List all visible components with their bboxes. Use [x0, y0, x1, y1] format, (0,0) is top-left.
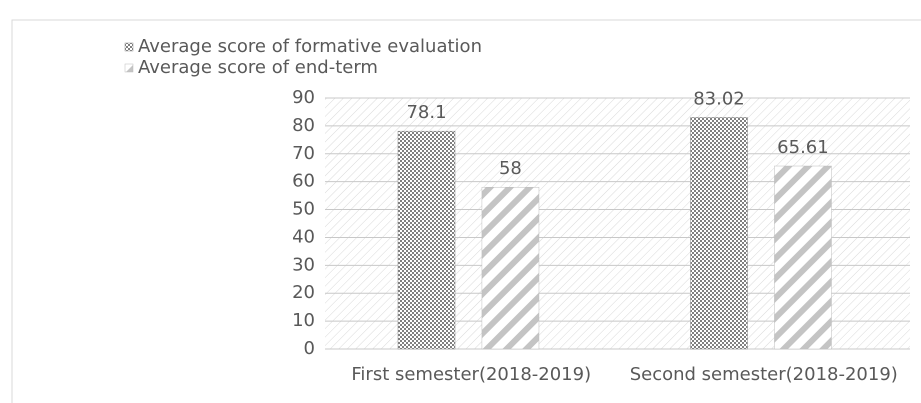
legend-label: Average score of end-term — [138, 57, 378, 78]
y-tick-label: 80 — [292, 115, 315, 136]
y-tick-label: 30 — [292, 254, 315, 275]
data-label: 83.02 — [693, 88, 745, 109]
data-label: 65.61 — [777, 137, 829, 158]
y-tick-label: 20 — [292, 282, 315, 303]
y-tick-label: 90 — [292, 87, 315, 108]
data-label: 58 — [499, 158, 522, 179]
y-tick-label: 50 — [292, 199, 315, 220]
data-label: 78.1 — [406, 102, 446, 123]
y-tick-label: 70 — [292, 143, 315, 164]
legend-swatch — [124, 42, 134, 52]
y-tick-label: 40 — [292, 226, 315, 247]
legend-label: Average score of formative evaluation — [138, 36, 482, 57]
bar — [690, 117, 748, 350]
y-tick-label: 60 — [292, 171, 315, 192]
chart-frame — [11, 19, 921, 403]
x-tick-label: First semester(2018-2019) — [351, 364, 591, 385]
y-tick-label: 10 — [292, 310, 315, 331]
bar — [397, 130, 456, 350]
y-tick-label: 0 — [304, 338, 315, 359]
bar — [481, 186, 540, 350]
bar — [774, 165, 832, 350]
legend-swatch — [124, 63, 134, 73]
x-tick-label: Second semester(2018-2019) — [630, 364, 898, 385]
